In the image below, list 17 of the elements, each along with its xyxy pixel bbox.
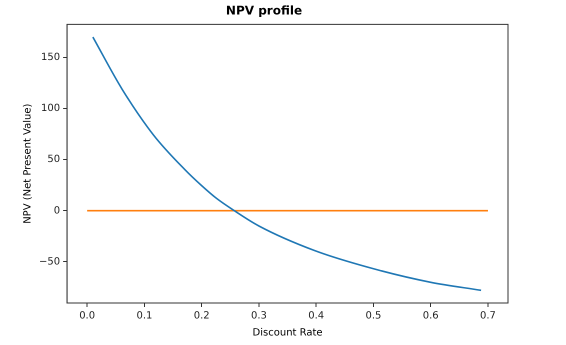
- x-tick-label: 0.7: [480, 310, 496, 322]
- y-tick-label: 50: [47, 154, 60, 166]
- x-tick-label: 0.1: [136, 310, 152, 322]
- x-tick-label: 0.5: [365, 310, 382, 322]
- line-series: [92, 36, 482, 292]
- y-axis-title: NPV (Net Present Value): [22, 103, 34, 224]
- y-tick-label: 150: [41, 52, 60, 64]
- y-tick-label: 100: [41, 103, 60, 114]
- x-tick-label: 0.2: [194, 310, 210, 322]
- x-tick-label: 0.0: [79, 310, 96, 322]
- y-tick-label: 0: [54, 205, 60, 216]
- chart-title: NPV profile: [226, 3, 302, 18]
- x-tick-label: 0.6: [422, 310, 439, 322]
- x-tick-label: 0.3: [250, 310, 267, 322]
- x-tick-label: 0.4: [308, 310, 324, 322]
- x-axis-title: Discount Rate: [252, 328, 323, 339]
- y-tick-label: −50: [38, 256, 60, 268]
